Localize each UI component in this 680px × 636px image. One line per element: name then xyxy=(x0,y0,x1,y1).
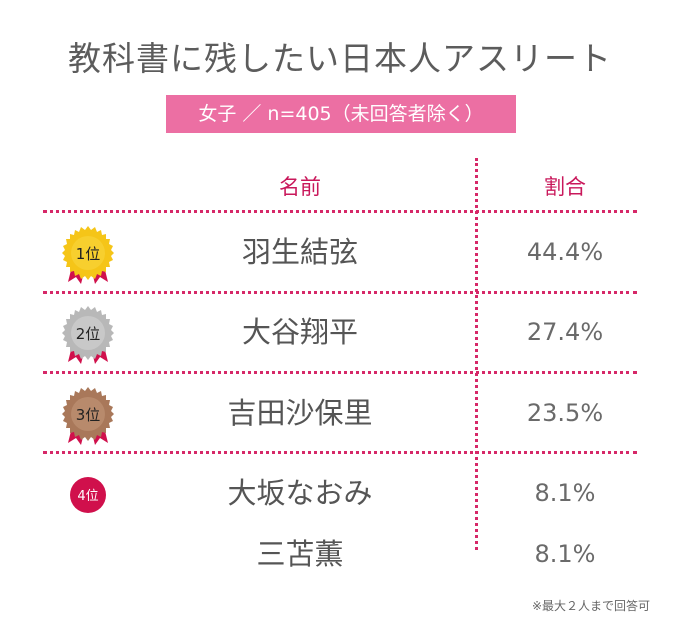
rank-label: 2位 xyxy=(76,325,101,343)
ratio-value: 8.1% xyxy=(534,540,596,568)
table-row-rank-3: 3位 吉田沙保里 23.5% xyxy=(0,383,680,445)
athlete-name: 大谷翔平 xyxy=(241,315,358,349)
row-divider xyxy=(43,371,637,374)
table-row-rank-4: 4位 大坂なおみ 8.1% xyxy=(0,463,680,523)
rank-label: 3位 xyxy=(76,406,101,424)
athlete-name: 吉田沙保里 xyxy=(227,396,373,430)
footnote: ※最大２人まで回答可 xyxy=(531,599,650,613)
athlete-name: 羽生結弦 xyxy=(241,235,358,269)
ratio-value: 44.4% xyxy=(526,238,604,266)
bronze-medal-icon: 3位 xyxy=(62,387,114,445)
row-divider xyxy=(43,291,637,294)
row-divider xyxy=(43,451,637,454)
row-divider xyxy=(43,210,637,213)
chart-title: 教科書に残したい日本人アスリート xyxy=(68,39,612,78)
table-row-rank-1: 1位 羽生結弦 44.4% xyxy=(0,222,680,284)
table-row-rank-4b: 三苫薫 8.1% xyxy=(0,524,680,584)
column-header-ratio: 割合 xyxy=(544,175,586,199)
gold-medal-icon: 1位 xyxy=(62,226,114,284)
ratio-value: 23.5% xyxy=(526,399,604,427)
sample-subtitle: 女子 ／ n=405（未回答者除く） xyxy=(166,95,516,133)
rank-label: 4位 xyxy=(77,489,98,504)
silver-medal-icon: 2位 xyxy=(62,306,114,364)
athlete-name: 大坂なおみ xyxy=(227,476,373,510)
athlete-name: 三苫薫 xyxy=(256,537,344,571)
column-header-name: 名前 xyxy=(279,175,321,199)
rank-4-badge-icon: 4位 xyxy=(70,477,106,513)
ratio-value: 27.4% xyxy=(526,318,604,346)
ratio-value: 8.1% xyxy=(534,479,596,507)
column-divider xyxy=(475,158,478,550)
table-row-rank-2: 2位 大谷翔平 27.4% xyxy=(0,302,680,364)
rank-label: 1位 xyxy=(76,245,101,263)
